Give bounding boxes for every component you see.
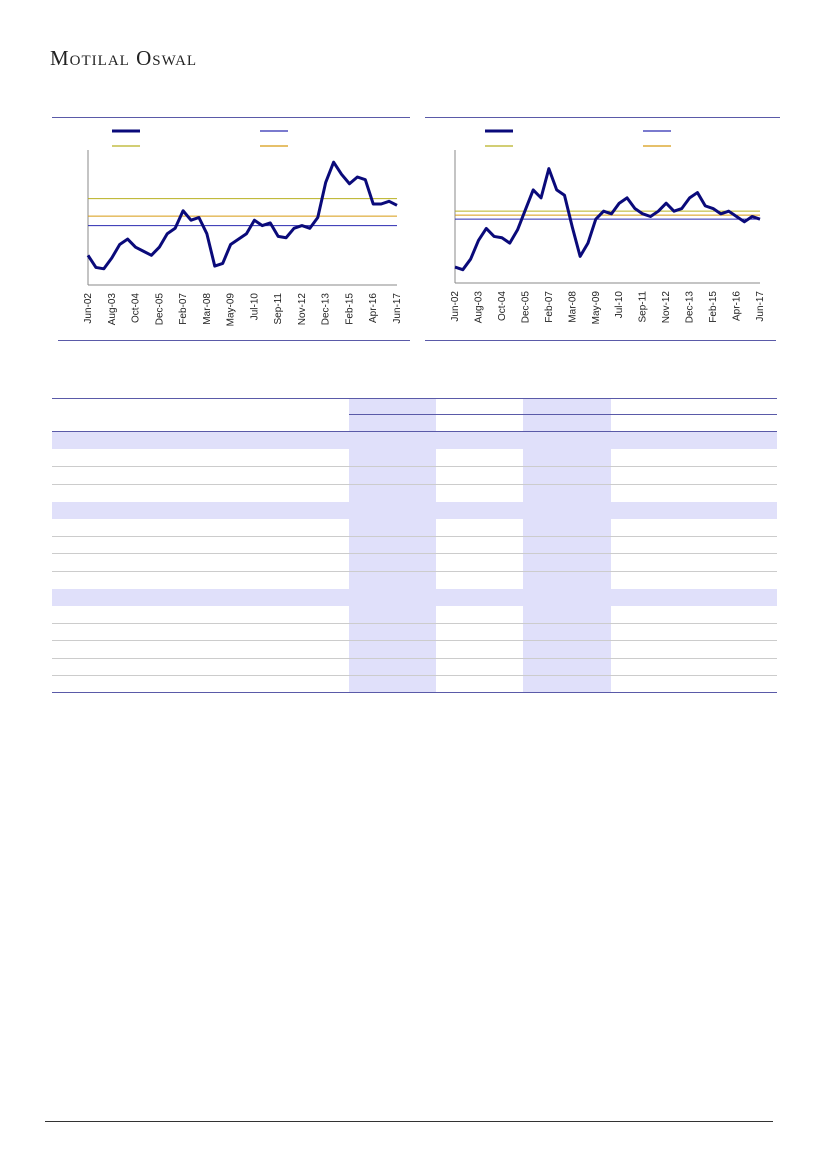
x-tick-label: Dec-13 (685, 291, 696, 324)
x-tick-label: Jun-17 (755, 291, 766, 322)
x-tick-label: Jun-02 (450, 291, 461, 322)
series-line (86, 160, 398, 271)
series-line (454, 167, 761, 272)
x-tick-label: May-09 (226, 293, 237, 327)
brand: Motilal Oswal (50, 46, 198, 70)
x-tick-label: Jun-02 (83, 293, 94, 324)
x-tick-label: Oct-04 (497, 291, 508, 321)
x-tick-label: Dec-13 (321, 293, 332, 326)
shade (52, 589, 777, 606)
chart-frames (52, 117, 780, 341)
x-tick-label: Jun-17 (392, 293, 403, 324)
x-tick-label: Feb-15 (344, 293, 355, 325)
x-tick-label: May-09 (591, 291, 602, 325)
x-tick-label: Mar-08 (202, 293, 213, 325)
x-tick-label: Jul-10 (249, 293, 260, 321)
x-tick-label: Dec-05 (520, 291, 531, 324)
x-tick-label: Sep-11 (273, 293, 284, 325)
table (52, 398, 777, 693)
x-tick-label: Feb-07 (544, 291, 555, 323)
x-tick-label: Nov-12 (297, 293, 308, 326)
shade (52, 502, 777, 519)
x-tick-label: Feb-07 (178, 293, 189, 325)
x-tick-label: Mar-08 (567, 291, 578, 323)
x-tick-label: Oct-04 (131, 293, 142, 323)
x-tick-label: Feb-15 (708, 291, 719, 323)
x-tick-label: Aug-03 (473, 291, 484, 324)
x-tick-label: Sep-11 (638, 291, 649, 323)
x-tick-label: Apr-16 (732, 291, 743, 321)
x-tick-label: Apr-16 (368, 293, 379, 323)
x-tick-label: Jul-10 (614, 291, 625, 319)
shade (52, 432, 777, 449)
x-tick-label: Dec-05 (154, 293, 165, 326)
x-tick-label: Aug-03 (107, 293, 118, 326)
x-tick-label: Nov-12 (661, 291, 672, 324)
